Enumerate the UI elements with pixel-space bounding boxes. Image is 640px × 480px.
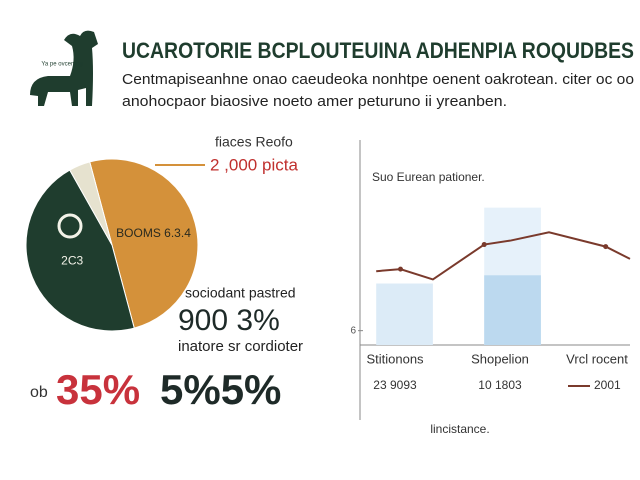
stat-value: 900 3% xyxy=(178,304,280,337)
logo xyxy=(30,30,98,107)
category-label: Vrcl rocent xyxy=(566,351,628,366)
stat-prefix: ob xyxy=(30,384,48,401)
stat-label: inatore sr cordioter xyxy=(178,338,303,355)
pie-title: fiaces Reofo xyxy=(215,134,293,150)
big-stat: 35% xyxy=(56,366,140,413)
point xyxy=(603,244,609,250)
category-sublabel: 10 1803 xyxy=(478,378,522,392)
slice-label: 2C3 xyxy=(61,253,83,267)
pie-slice xyxy=(25,169,135,332)
y-tick-label: 6 xyxy=(350,325,356,336)
big-stat: 5%5% xyxy=(160,366,281,413)
logo-caption: Ya pe ovcemeg xyxy=(41,62,82,68)
point xyxy=(398,266,403,272)
point xyxy=(481,242,487,248)
title: UCAROTORIE BCPLOUTEUINA ADHENPIA ROQUDBE… xyxy=(122,38,634,63)
subtitle-line: anohocpaor biaosive noeto amer peturuno … xyxy=(122,93,507,110)
category-label: Shopelion xyxy=(471,351,529,366)
line-title: Suo Eurean pationer. xyxy=(372,170,485,184)
slice-label: BOOMS 6.3.4 xyxy=(116,226,191,240)
stat-label: sociodant pastred xyxy=(185,285,296,301)
x-axis-title: lincistance. xyxy=(430,422,489,436)
category-label: Stitionons xyxy=(366,351,424,366)
line-series xyxy=(376,231,631,281)
category-sublabel: 23 9093 xyxy=(373,378,417,392)
slice-icon xyxy=(57,213,83,239)
pie-slice xyxy=(69,161,113,246)
bar xyxy=(376,283,433,345)
pie-slice xyxy=(89,158,199,329)
legend-label: 2001 xyxy=(594,378,621,392)
goat-icon xyxy=(30,30,98,107)
bar-inner xyxy=(484,275,541,345)
subtitle-line: Centmapiseanhne onao caeudeoka nonhtpe o… xyxy=(122,71,634,88)
pie-subtitle: 2 ,000 picta xyxy=(210,155,298,174)
